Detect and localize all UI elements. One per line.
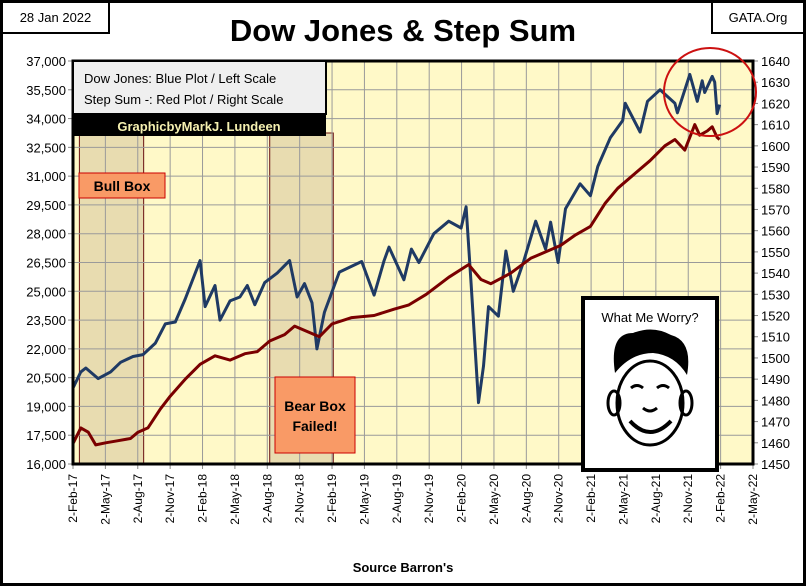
x-tick-label: 2-Aug-19 — [390, 474, 404, 524]
y-right-tick-label: 1550 — [761, 245, 790, 260]
y-left-tick-label: 19,000 — [26, 399, 66, 414]
x-tick-label: 2-Feb-19 — [325, 474, 339, 523]
y-left-tick-label: 35,500 — [26, 83, 66, 98]
chart-title: Dow Jones & Step Sum — [229, 13, 577, 48]
face-outline — [615, 359, 685, 447]
bull-box-label-bg — [78, 172, 166, 199]
x-tick-label: 2-Aug-21 — [649, 474, 663, 524]
x-tick-label: 2-May-20 — [487, 474, 501, 525]
y-right-tick-label: 1590 — [761, 160, 790, 175]
hair — [613, 329, 689, 375]
bear-box-label-bg — [274, 376, 356, 454]
dow-jones-line — [72, 72, 722, 405]
credit-text: GraphicbyMarkJ. Lundeen — [117, 119, 280, 134]
y-right-tick-label: 1600 — [761, 139, 790, 154]
y-right-tick-label: 1490 — [761, 372, 790, 387]
x-tick-label: 2-Feb-22 — [714, 474, 728, 523]
y-left-tick-label: 28,000 — [26, 227, 66, 242]
y-right-tick-label: 1560 — [761, 224, 790, 239]
what-me-worry-box: What Me Worry? — [581, 296, 719, 472]
x-tick-label: 2-Nov-18 — [293, 474, 307, 524]
site-label: GATA.Org — [711, 3, 803, 34]
y-left-tick-label: 17,500 — [26, 428, 66, 443]
y-left-tick-label: 29,500 — [26, 198, 66, 213]
y-left-tick-label: 37,000 — [26, 54, 66, 69]
y-left-tick-label: 31,000 — [26, 169, 66, 184]
legend-step-sum: Step Sum -: Red Plot / Right Scale — [84, 92, 283, 107]
y-right-tick-label: 1540 — [761, 266, 790, 281]
y-left-tick-label: 26,500 — [26, 256, 66, 271]
y-right-tick-label: 1620 — [761, 96, 790, 111]
y-right-tick-label: 1500 — [761, 351, 790, 366]
legend-dow: Dow Jones: Blue Plot / Left Scale — [84, 71, 276, 86]
legend-box — [72, 60, 327, 115]
x-tick-label: 2-May-22 — [746, 474, 760, 525]
legend: Dow Jones: Blue Plot / Left Scale Step Su… — [72, 60, 327, 136]
step-sum-line — [72, 123, 721, 447]
x-tick-label: 2-Feb-21 — [584, 474, 598, 523]
bull-box-label: Bull Box — [94, 178, 151, 194]
y-right-tick-label: 1470 — [761, 415, 790, 430]
x-tick-label: 2-Nov-19 — [422, 474, 436, 524]
worry-box-bg — [581, 296, 719, 472]
worry-text: What Me Worry? — [601, 310, 698, 325]
y-right-tick-label: 1510 — [761, 330, 790, 345]
right-ear — [678, 389, 694, 417]
left-ear — [606, 389, 622, 417]
x-tick-label: 2-Nov-21 — [681, 474, 695, 524]
x-tick-label: 2-Feb-20 — [455, 474, 469, 523]
x-tick-label: 2-May-18 — [228, 474, 242, 525]
x-tick-label: 2-Aug-17 — [131, 474, 145, 524]
grin — [628, 419, 673, 434]
x-axis-title: Source Barron's — [352, 560, 454, 575]
y-right-tick-label: 1640 — [761, 54, 790, 69]
y-left-tick-label: 22,000 — [26, 342, 66, 357]
y-right-tick-label: 1530 — [761, 287, 790, 302]
nose — [642, 406, 658, 413]
y-left-tick-label: 32,500 — [26, 140, 66, 155]
y-right-tick-label: 1580 — [761, 181, 790, 196]
y-left-tick-label: 16,000 — [26, 457, 66, 472]
x-tick-label: 2-Feb-17 — [66, 474, 80, 523]
y-right-tick-label: 1570 — [761, 202, 790, 217]
x-tick-label: 2-May-19 — [357, 474, 371, 525]
y-right-tick-label: 1460 — [761, 436, 790, 451]
bear-box-label-line2: Failed! — [292, 418, 337, 434]
chart-svg: 2-Feb-17 2-May-17 2-Aug-17 2-Nov-17 2-Feb-18… — [26, 47, 790, 525]
x-tick-label: 2-Nov-17 — [163, 474, 177, 524]
credit-band — [73, 114, 326, 136]
y-left-tick-label: 23,500 — [26, 313, 66, 328]
y-right-tick-label: 1480 — [761, 393, 790, 408]
highlight-circle — [663, 47, 757, 137]
y-right-tick-label: 1520 — [761, 309, 790, 324]
x-tick-label: 2-May-21 — [616, 474, 630, 525]
x-tick-label: 2-Aug-20 — [519, 474, 533, 524]
eyes — [630, 384, 670, 390]
x-tick-label: 2-Nov-20 — [552, 474, 566, 524]
date-label: 28 Jan 2022 — [3, 3, 110, 34]
cartoon-face-icon — [606, 329, 694, 447]
bear-box-label-line1: Bear Box — [284, 398, 346, 414]
y-left-tick-label: 25,000 — [26, 284, 66, 299]
y-right-tick-label: 1610 — [761, 118, 790, 133]
x-tick-label: 2-Aug-18 — [260, 474, 274, 524]
y-right-tick-label: 1450 — [761, 457, 790, 472]
y-right-tick-label: 1630 — [761, 75, 790, 90]
plot-border — [71, 59, 755, 466]
x-tick-label: 2-May-17 — [98, 474, 112, 525]
y-left-tick-label: 34,000 — [26, 112, 66, 127]
y-left-tick-label: 20,500 — [26, 371, 66, 386]
x-tick-label: 2-Feb-18 — [196, 474, 210, 523]
